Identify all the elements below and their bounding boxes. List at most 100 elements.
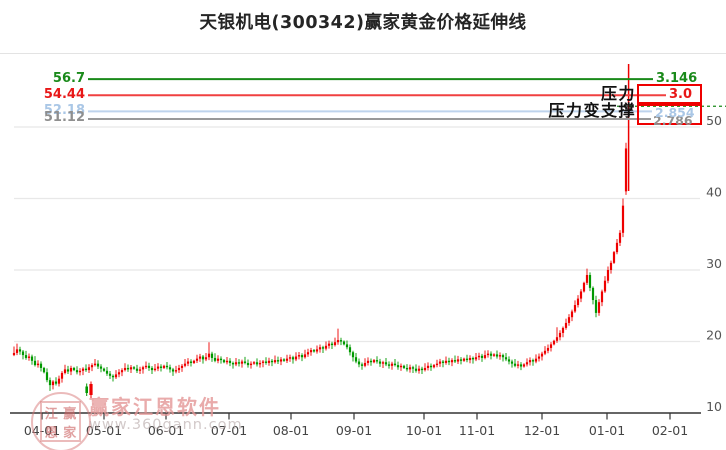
ratio-3.0-highlight-box: 3.0	[637, 84, 702, 104]
candle	[507, 359, 511, 362]
seal-char: 恩	[44, 426, 58, 441]
x-axis-tick-label: 05-01	[86, 423, 122, 438]
candle	[240, 361, 244, 364]
candle	[498, 355, 502, 357]
candle	[609, 262, 613, 270]
candle	[348, 347, 352, 353]
candle	[519, 364, 523, 367]
candle	[201, 356, 205, 360]
candle	[492, 354, 496, 356]
candle	[198, 356, 202, 359]
candle	[135, 368, 139, 371]
candle	[45, 372, 49, 381]
candle	[159, 366, 163, 368]
candle	[96, 363, 100, 367]
candle	[528, 360, 532, 363]
seal-char: 家	[63, 426, 77, 441]
candle	[489, 353, 493, 356]
candle	[561, 327, 565, 333]
candle	[294, 356, 298, 360]
candle	[564, 322, 568, 328]
candle	[396, 365, 400, 368]
candle	[111, 375, 115, 378]
candle	[354, 357, 358, 362]
candle	[168, 367, 172, 370]
candle	[213, 357, 217, 361]
candle	[132, 367, 136, 369]
candle	[555, 337, 559, 341]
candle	[312, 350, 316, 352]
candle	[459, 359, 463, 361]
candle	[372, 360, 376, 363]
candle	[108, 373, 112, 376]
candle	[363, 362, 367, 366]
candle	[333, 342, 337, 346]
candle	[339, 340, 343, 342]
candle	[204, 357, 208, 360]
candle	[267, 360, 271, 363]
candle	[357, 361, 361, 365]
candle	[480, 355, 484, 358]
candle	[474, 357, 478, 360]
candle	[450, 360, 454, 363]
candle	[444, 360, 448, 363]
candle	[15, 349, 19, 353]
candle	[72, 367, 76, 371]
candle	[366, 360, 370, 363]
candle	[300, 355, 304, 358]
candle	[63, 369, 67, 373]
candle	[90, 365, 94, 368]
candle	[60, 372, 64, 379]
candle	[390, 363, 394, 366]
candle	[342, 341, 346, 345]
candle	[324, 345, 328, 349]
candle	[138, 369, 142, 371]
candle	[420, 368, 424, 371]
candle	[423, 367, 427, 371]
candle	[75, 370, 79, 373]
candle	[252, 362, 256, 364]
candle	[417, 368, 421, 371]
candle	[468, 357, 472, 361]
candle	[279, 359, 283, 362]
candle	[222, 360, 226, 363]
y-axis-tick-label: 50	[706, 113, 722, 128]
candle	[123, 367, 127, 371]
candles	[12, 142, 628, 391]
extension-price-label-51.12: 51.12	[43, 110, 85, 126]
extension-ratio-label-3.146: 3.146	[656, 70, 698, 86]
candle	[276, 360, 280, 362]
candle	[411, 367, 415, 369]
candle	[156, 366, 160, 369]
candle	[558, 332, 562, 338]
candle	[105, 370, 109, 374]
candle	[624, 148, 628, 192]
candle	[303, 354, 307, 358]
candle	[567, 317, 571, 323]
watermark-candle-icon	[85, 381, 93, 398]
candle	[249, 363, 253, 366]
candle	[195, 358, 199, 361]
candle	[117, 372, 121, 375]
candle	[429, 365, 433, 368]
candle	[327, 343, 331, 346]
candle	[585, 275, 589, 283]
x-axis-tick-label: 07-01	[211, 423, 247, 438]
watermark-url-text: www.360gann.com	[89, 417, 243, 433]
candle	[36, 363, 40, 366]
x-axis-tick-label: 09-01	[336, 423, 372, 438]
candle	[309, 350, 313, 353]
candle	[360, 364, 364, 366]
candle	[237, 362, 241, 364]
watermark-brand-text: 赢家江恩软件	[89, 395, 221, 419]
candle	[384, 362, 388, 365]
candle	[33, 360, 37, 366]
candle	[453, 360, 457, 362]
candle	[186, 361, 190, 364]
candle	[543, 350, 547, 354]
candle	[48, 380, 52, 386]
candle	[435, 363, 439, 366]
candle	[264, 361, 268, 363]
